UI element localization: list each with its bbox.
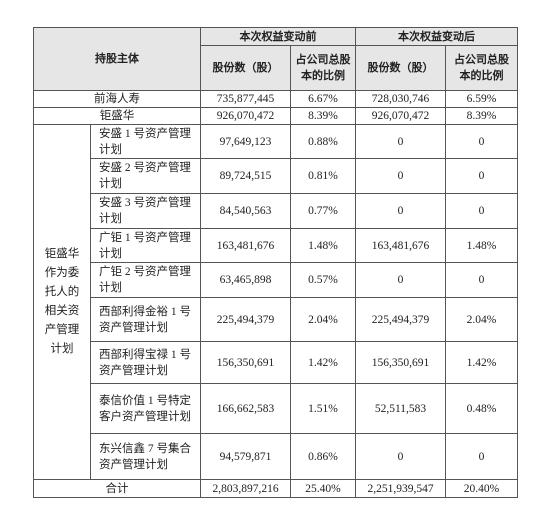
plan-label: 广钜 1 号资产管理计划 xyxy=(90,228,201,263)
value-cell: 166,662,583 xyxy=(200,383,291,434)
row: 钜盛华 926,070,472 8.39% 926,070,472 8.39% xyxy=(33,107,518,125)
plan-label: 安盛 2 号资产管理计划 xyxy=(90,158,201,194)
value-cell: 2,803,897,216 xyxy=(200,479,291,498)
value-cell: 156,350,691 xyxy=(200,341,291,384)
row-label: 合计 xyxy=(33,479,201,498)
plan-label: 西部利得金裕 1 号资产管理计划 xyxy=(90,297,201,342)
value-cell: 0 xyxy=(355,158,446,194)
value-cell: 0 xyxy=(445,433,518,480)
value-cell: 0 xyxy=(445,124,518,159)
value-cell: 94,579,871 xyxy=(200,433,291,480)
value-cell: 0 xyxy=(445,158,518,194)
header-cell: 股份数（股） xyxy=(355,45,446,91)
plan-label: 西部利得宝禄 1 号资产管理计划 xyxy=(90,341,201,384)
plan-label: 安盛 1 号资产管理计划 xyxy=(90,124,201,159)
plan-label: 东兴信鑫 7 号集合资产管理计划 xyxy=(90,433,201,480)
value-cell: 84,540,563 xyxy=(200,193,291,229)
row: 广钜 1 号资产管理计划 163,481,676 1.48% 163,481,676 1… xyxy=(34,228,518,263)
value-cell: 1.42% xyxy=(445,341,518,384)
value-cell: 1.48% xyxy=(290,228,356,263)
value-cell: 163,481,676 xyxy=(200,228,291,263)
value-cell: 156,350,691 xyxy=(355,341,446,384)
row: 安盛 3 号资产管理计划 84,540,563 0.77% 0 0 xyxy=(34,193,518,229)
value-cell: 2.04% xyxy=(290,297,356,342)
total-row: 合计 2,803,897,216 25.40% 2,251,939,547 20.40% xyxy=(33,479,518,498)
value-cell: 0 xyxy=(355,262,446,298)
value-cell: 225,494,379 xyxy=(200,297,291,342)
row: 西部利得宝禄 1 号资产管理计划 156,350,691 1.42% 156,350,… xyxy=(34,341,518,384)
header-cell: 本次权益变动前 xyxy=(200,27,356,46)
header-cell: 占公司总股本的比例 xyxy=(445,45,518,91)
value-cell: 0 xyxy=(355,124,446,159)
row: 安盛 2 号资产管理计划 89,724,515 0.81% 0 0 xyxy=(34,158,518,194)
plan-label: 泰信价值 1 号特定客户资产管理计划 xyxy=(90,383,201,434)
value-cell: 0 xyxy=(355,193,446,229)
value-cell: 0.77% xyxy=(290,193,356,229)
value-cell: 20.40% xyxy=(445,479,518,498)
value-cell: 728,030,746 xyxy=(355,90,446,108)
value-cell: 1.42% xyxy=(290,341,356,384)
value-cell: 1.51% xyxy=(290,383,356,434)
holdings-table: 持股主体 本次权益变动前 本次权益变动后 股份数（股） 占公司总股本的比例 股份数（… xyxy=(33,27,518,498)
value-cell: 97,649,123 xyxy=(200,124,291,159)
value-cell: 163,481,676 xyxy=(355,228,446,263)
plan-label: 安盛 3 号资产管理计划 xyxy=(90,193,201,229)
value-cell: 0.57% xyxy=(290,262,356,298)
group-label: 钜盛华作为委托人的相关资产管理计划 xyxy=(33,124,91,480)
row: 东兴信鑫 7 号集合资产管理计划 94,579,871 0.86% 0 0 xyxy=(34,433,518,480)
value-cell: 0.81% xyxy=(290,158,356,194)
row: 前海人寿 735,877,445 6.67% 728,030,746 6.59% xyxy=(33,90,518,108)
value-cell: 2.04% xyxy=(445,297,518,342)
header-cell: 持股主体 xyxy=(33,27,201,91)
row: 广钜 2 号资产管理计划 63,465,898 0.57% 0 0 xyxy=(34,262,518,298)
header-cell: 股份数（股） xyxy=(200,45,291,91)
row-label: 前海人寿 xyxy=(33,90,201,108)
value-cell: 0.86% xyxy=(290,433,356,480)
value-cell: 2,251,939,547 xyxy=(355,479,446,498)
value-cell: 1.48% xyxy=(445,228,518,263)
header-cell: 占公司总股本的比例 xyxy=(290,45,356,91)
value-cell: 0.88% xyxy=(290,124,356,159)
row: 钜盛华作为委托人的相关资产管理计划 安盛 1 号资产管理计划 97,649,123 0… xyxy=(33,124,518,480)
value-cell: 225,494,379 xyxy=(355,297,446,342)
value-cell: 926,070,472 xyxy=(355,107,446,125)
value-cell: 0.48% xyxy=(445,383,518,434)
value-cell: 0 xyxy=(445,262,518,298)
value-cell: 89,724,515 xyxy=(200,158,291,194)
row-label: 钜盛华 xyxy=(33,107,201,125)
value-cell: 25.40% xyxy=(290,479,356,498)
value-cell: 0 xyxy=(355,433,446,480)
value-cell: 8.39% xyxy=(445,107,518,125)
value-cell: 6.67% xyxy=(290,90,356,108)
value-cell: 6.59% xyxy=(445,90,518,108)
value-cell: 8.39% xyxy=(290,107,356,125)
value-cell: 735,877,445 xyxy=(200,90,291,108)
value-cell: 52,511,583 xyxy=(355,383,446,434)
plan-label: 广钜 2 号资产管理计划 xyxy=(90,262,201,298)
value-cell: 0 xyxy=(445,193,518,229)
row: 西部利得金裕 1 号资产管理计划 225,494,379 2.04% 225,494,… xyxy=(34,297,518,342)
value-cell: 63,465,898 xyxy=(200,262,291,298)
value-cell: 926,070,472 xyxy=(200,107,291,125)
row: 泰信价值 1 号特定客户资产管理计划 166,662,583 1.51% 52,511… xyxy=(34,383,518,434)
header-cell: 本次权益变动后 xyxy=(355,27,518,46)
